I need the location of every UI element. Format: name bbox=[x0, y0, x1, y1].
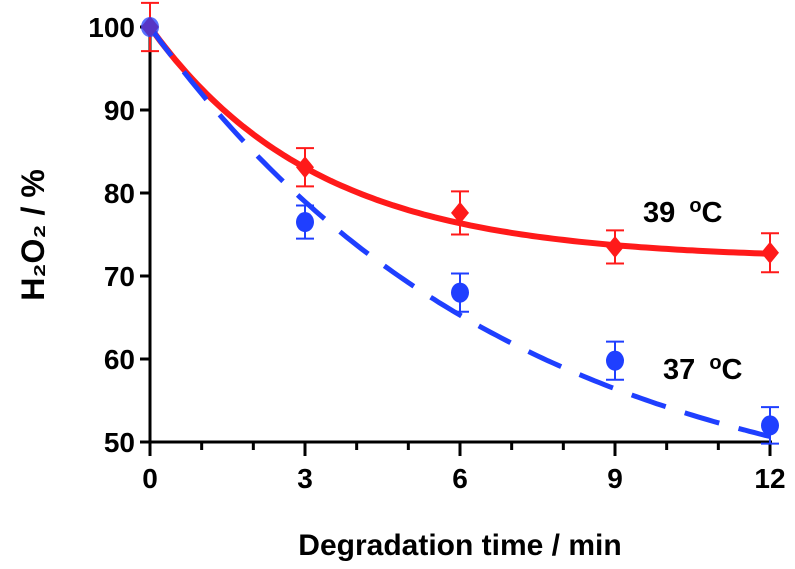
series-label-39-degree: o bbox=[689, 195, 701, 217]
y-tick-label: 100 bbox=[88, 12, 135, 43]
x-tick-label: 3 bbox=[297, 463, 313, 494]
x-tick-label: 9 bbox=[607, 463, 623, 494]
circle-marker bbox=[606, 350, 624, 371]
data-point bbox=[451, 190, 469, 236]
circle-marker bbox=[141, 17, 159, 37]
y-tick-label: 80 bbox=[104, 178, 135, 209]
circle-marker bbox=[296, 212, 314, 233]
x-axis-label: Degradation time / min bbox=[298, 529, 621, 562]
y-tick-label: 60 bbox=[104, 344, 135, 375]
data-point bbox=[606, 229, 624, 265]
y-tick-label: 70 bbox=[104, 261, 135, 292]
diamond-marker bbox=[296, 156, 314, 179]
data-point bbox=[761, 232, 779, 274]
series-label-37-degree: o bbox=[709, 352, 721, 374]
x-tick-label: 0 bbox=[142, 463, 158, 494]
x-tick-label: 12 bbox=[754, 463, 785, 494]
y-axis-label: H₂O₂ / % bbox=[15, 169, 51, 301]
circle-marker bbox=[451, 282, 469, 303]
data-points bbox=[141, 1, 779, 445]
circle-marker bbox=[761, 415, 779, 436]
data-point bbox=[451, 272, 469, 313]
series-label-37: 37 oC bbox=[663, 352, 743, 386]
y-tick-label: 50 bbox=[104, 427, 135, 458]
series-label-37-number: 37 bbox=[663, 354, 695, 386]
series-label-39-number: 39 bbox=[643, 197, 675, 229]
series-label-37-unit: C bbox=[722, 354, 743, 386]
series-label-39: 39 oC bbox=[643, 195, 723, 229]
fit-curve-1 bbox=[147, 25, 771, 439]
x-tick-label: 6 bbox=[452, 463, 468, 494]
diamond-marker bbox=[761, 241, 779, 264]
data-point bbox=[606, 340, 624, 381]
series-label-39-unit: C bbox=[702, 197, 723, 229]
diamond-marker bbox=[606, 235, 624, 258]
axes: 50 60 70 80 90 100 0 3 6 9 12 bbox=[88, 12, 785, 494]
diamond-marker bbox=[451, 201, 469, 224]
data-point bbox=[296, 204, 314, 240]
data-point bbox=[761, 406, 779, 445]
y-tick-label: 90 bbox=[104, 95, 135, 126]
data-point bbox=[296, 147, 314, 188]
data-point bbox=[141, 17, 159, 37]
